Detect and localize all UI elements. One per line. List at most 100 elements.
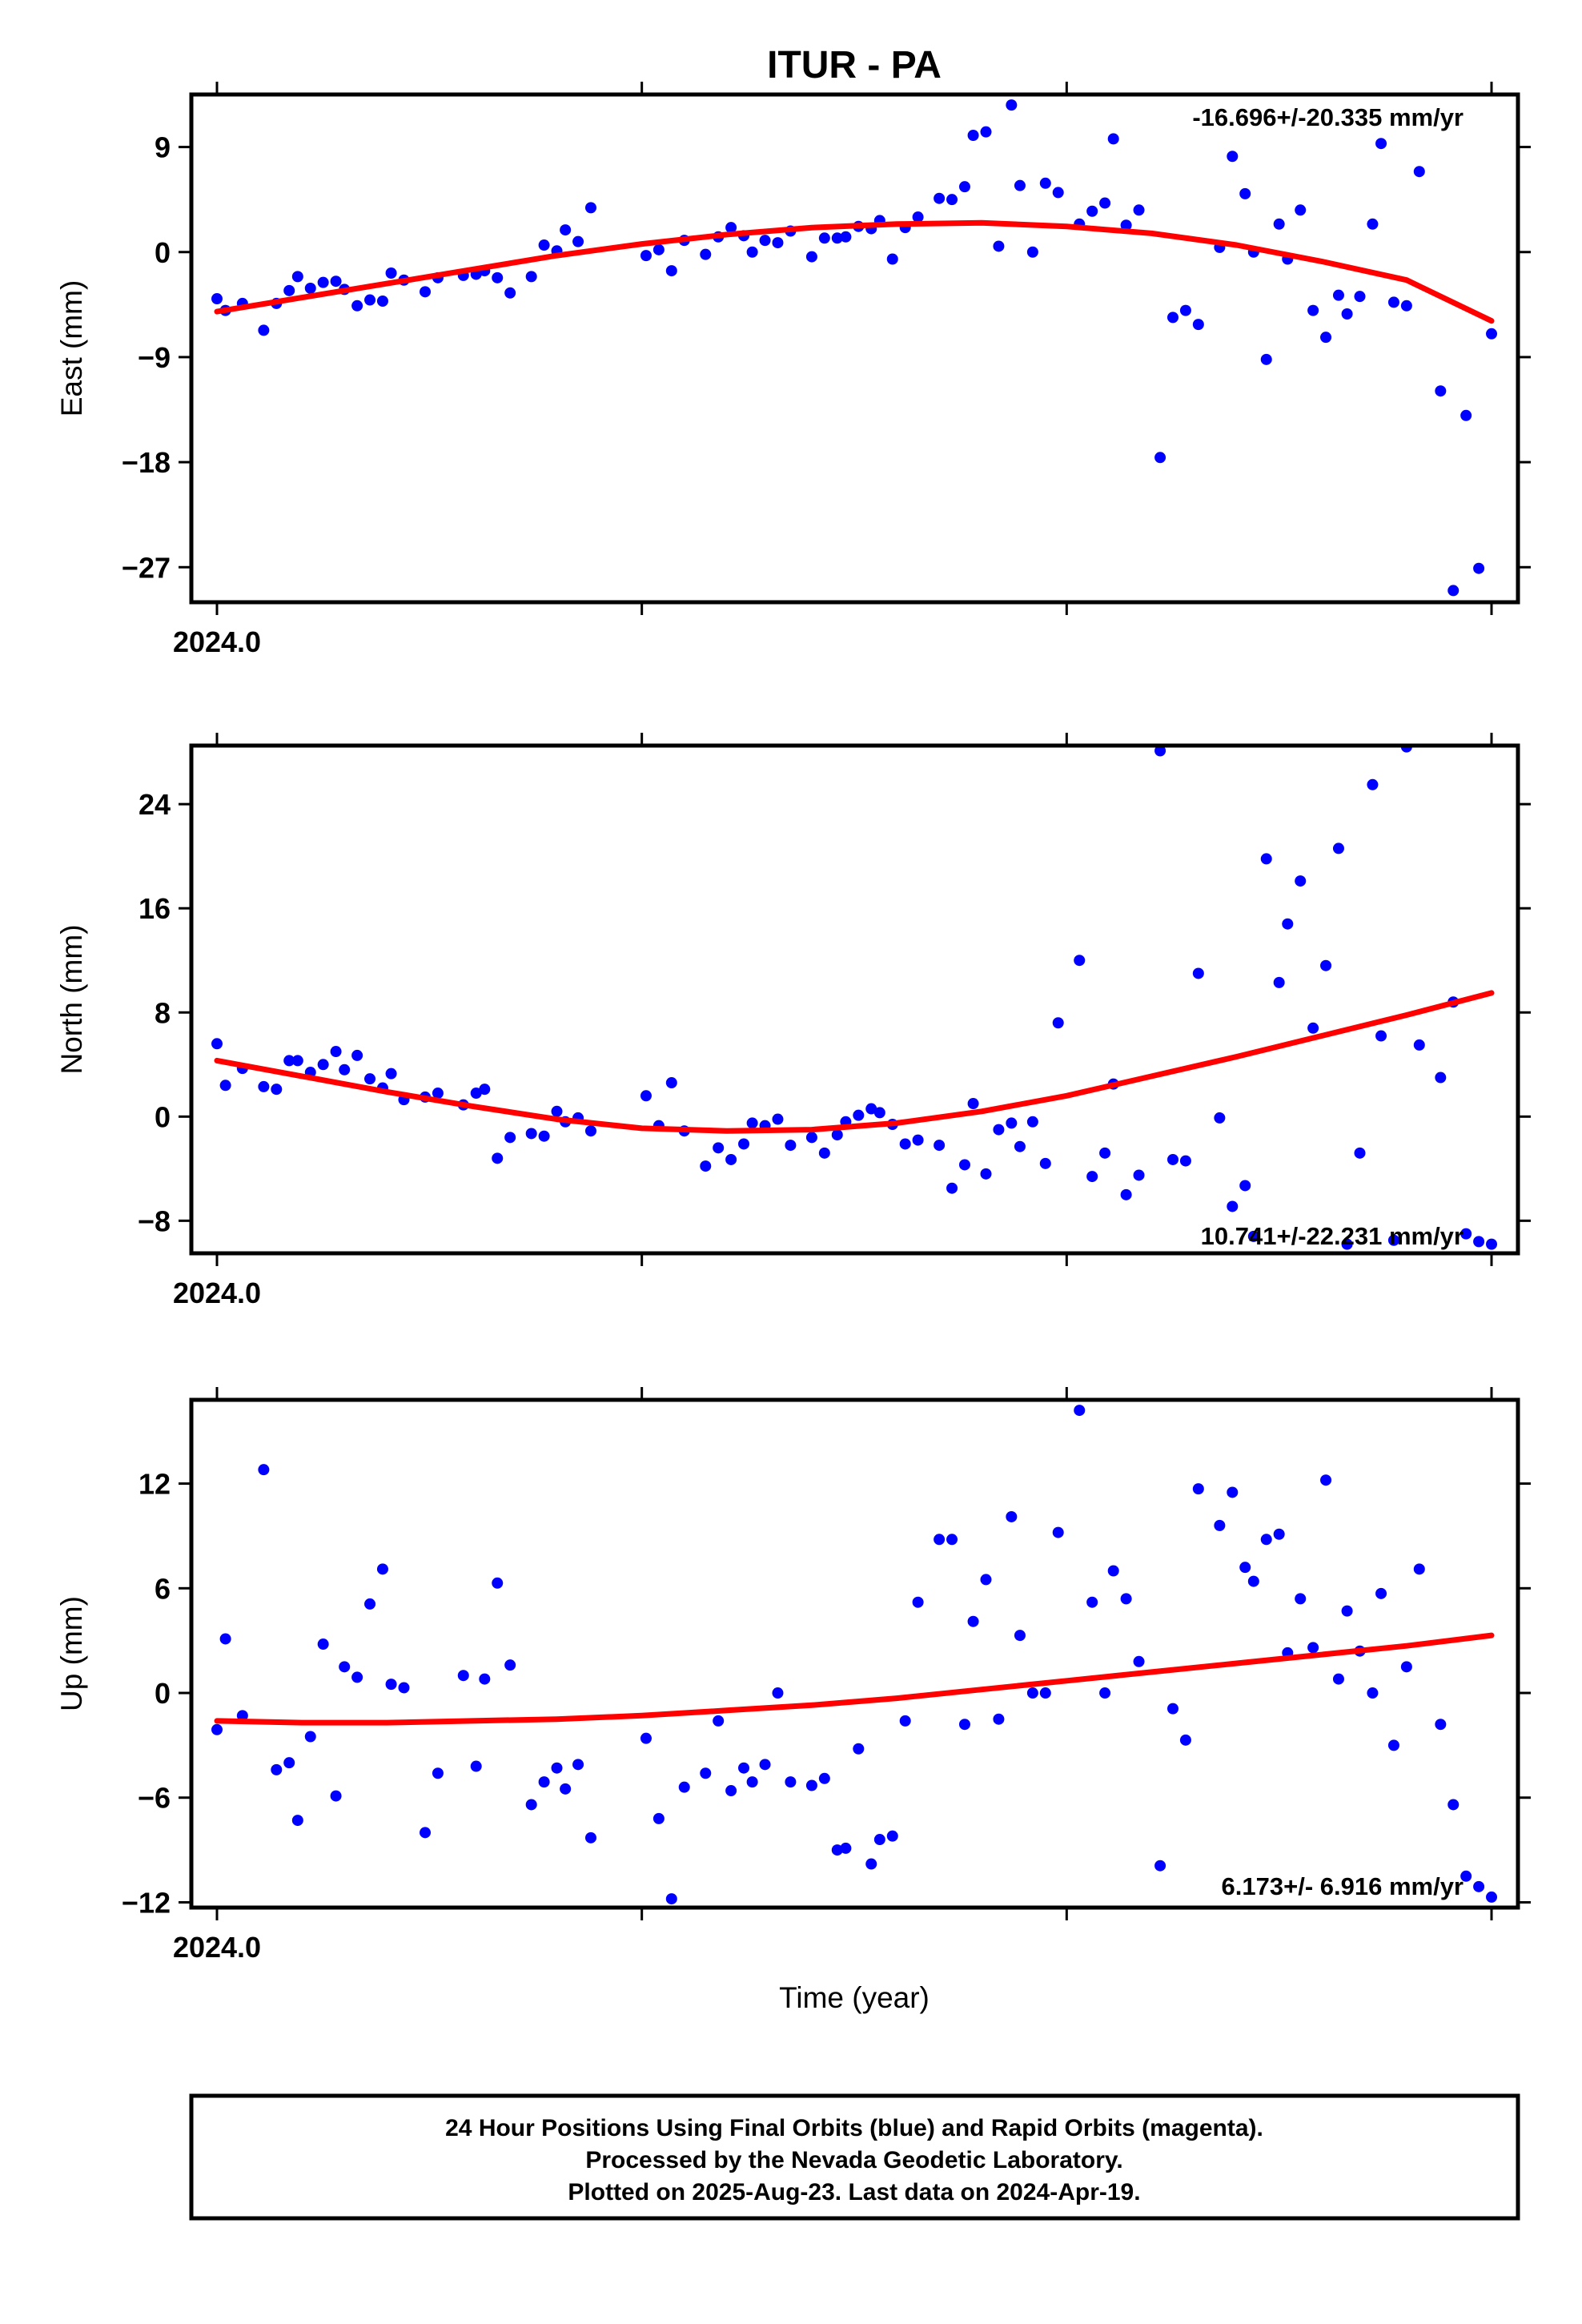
east-data-point — [1332, 289, 1344, 301]
north-fit-curve — [214, 990, 1495, 1134]
east-data-point — [1273, 218, 1285, 230]
footer-line-3: Plotted on 2025-Aug-23. Last data on 202… — [568, 2179, 1140, 2205]
up-y-tick-label: 6 — [155, 1572, 171, 1605]
north-data-point — [1473, 1236, 1485, 1248]
north-data-point — [993, 1124, 1005, 1136]
east-data-point — [504, 287, 516, 299]
north-data-point — [385, 1068, 397, 1080]
up-data-point — [283, 1757, 295, 1769]
east-y-axis-label: East (mm) — [55, 280, 88, 417]
north-data-point — [1099, 1147, 1111, 1159]
north-data-point — [1375, 1030, 1387, 1042]
north-data-point — [640, 1090, 652, 1102]
up-data-point — [492, 1577, 504, 1589]
up-data-point — [457, 1670, 469, 1682]
east-data-point — [1367, 218, 1379, 230]
up-data-point — [1295, 1593, 1307, 1605]
east-data-point — [351, 300, 363, 312]
east-data-point — [385, 267, 397, 279]
up-data-point — [317, 1638, 329, 1651]
east-frame — [189, 92, 1520, 605]
north-data-point — [912, 1134, 924, 1146]
up-data-point — [525, 1799, 537, 1811]
north-data-point — [738, 1138, 750, 1150]
up-data-point — [980, 1574, 992, 1586]
up-data-point — [840, 1842, 852, 1854]
north-data-point — [551, 1105, 563, 1117]
east-data-point — [1341, 308, 1353, 320]
up-data-point — [364, 1598, 376, 1610]
east-data-point — [1460, 409, 1472, 421]
up-data-point — [1273, 1528, 1285, 1540]
up-data-point — [291, 1815, 303, 1827]
east-data-point — [934, 192, 946, 204]
east-data-point — [317, 276, 329, 288]
up-data-point — [1133, 1655, 1145, 1667]
up-panel: 2024.0 12 6 0 −6 −12 Up (mm) 6.173+/- 6.916 mm/… — [55, 1387, 1531, 1964]
east-y-tick-label: 9 — [155, 131, 171, 164]
north-data-point — [1133, 1169, 1145, 1181]
north-data-point — [1247, 1230, 1259, 1242]
up-data-point — [1460, 1870, 1472, 1882]
east-data-point — [818, 232, 830, 244]
east-data-point — [330, 275, 342, 287]
east-data-point — [840, 231, 852, 243]
up-data-point — [772, 1687, 784, 1699]
chart-title: ITUR - PA — [767, 44, 942, 86]
north-data-point — [1260, 853, 1272, 865]
north-data-point — [873, 1107, 885, 1119]
up-data-point — [1086, 1596, 1098, 1608]
up-data-point — [746, 1776, 758, 1788]
up-data-point — [1447, 1799, 1460, 1811]
up-data-point — [678, 1781, 690, 1793]
north-data-point — [980, 1168, 992, 1180]
north-data-point — [1341, 1238, 1353, 1250]
north-data-point — [1460, 1228, 1472, 1240]
east-data-point — [967, 130, 979, 142]
north-data-point — [713, 1142, 725, 1154]
east-data-point — [831, 232, 843, 244]
east-data-point — [364, 294, 376, 306]
east-data-point — [652, 243, 665, 255]
up-y-tick-label: 0 — [155, 1677, 171, 1710]
east-data-point — [1307, 304, 1319, 316]
east-data-point — [805, 251, 817, 263]
up-data-point — [946, 1534, 958, 1546]
east-data-point — [700, 248, 712, 260]
north-data-point — [211, 1038, 223, 1050]
up-data-point — [993, 1713, 1005, 1725]
east-x-tick-label: 2024.0 — [173, 625, 261, 658]
up-data-point — [1413, 1563, 1425, 1575]
up-data-point — [470, 1760, 482, 1772]
east-data-point — [886, 253, 898, 265]
up-data-point — [538, 1776, 550, 1788]
up-data-point — [479, 1673, 491, 1685]
footer-line-2: Processed by the Nevada Geodetic Laborat… — [585, 2147, 1122, 2173]
north-data-point — [1167, 1153, 1178, 1165]
north-data-point — [865, 1103, 877, 1115]
up-data-point — [640, 1732, 652, 1744]
up-data-point — [1473, 1880, 1485, 1892]
north-data-point — [538, 1130, 550, 1142]
north-y-tick-label: −8 — [138, 1204, 171, 1237]
north-data-point — [1154, 746, 1166, 757]
up-data-point — [1260, 1534, 1272, 1546]
up-data-point — [1107, 1565, 1119, 1577]
north-data-point — [853, 1109, 865, 1121]
north-data-point — [1320, 959, 1332, 971]
east-data-point — [258, 324, 270, 336]
up-data-point — [304, 1731, 316, 1743]
east-data-point — [958, 181, 970, 193]
north-data-point — [330, 1046, 342, 1058]
east-data-point — [759, 235, 771, 247]
east-data-point — [1354, 291, 1366, 303]
east-data-point — [1260, 353, 1272, 365]
east-data-point — [1179, 304, 1191, 316]
up-data-point — [853, 1743, 865, 1755]
north-data-point — [317, 1059, 329, 1071]
up-data-point — [560, 1783, 572, 1795]
east-data-point — [1086, 205, 1098, 217]
north-data-point — [291, 1055, 303, 1067]
up-data-point — [551, 1762, 563, 1774]
